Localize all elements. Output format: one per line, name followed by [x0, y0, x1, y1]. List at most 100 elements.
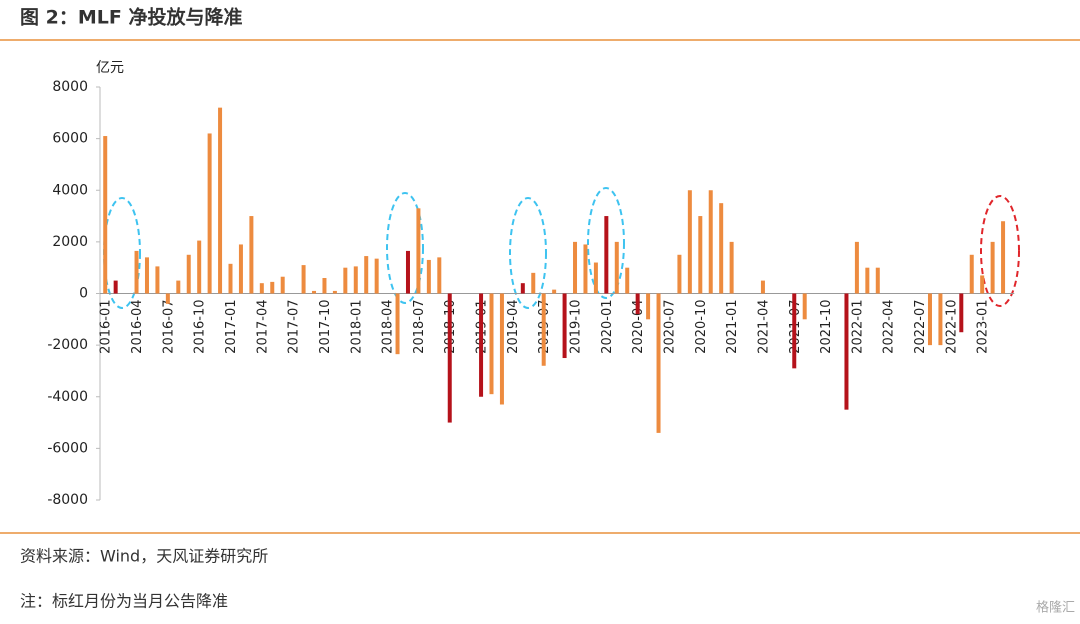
source: 资料来源：Wind，天风证券研究所 — [20, 547, 268, 566]
y-tick-label: 6000 — [52, 131, 88, 147]
bar — [1001, 221, 1006, 294]
bar — [604, 216, 609, 294]
bar — [144, 257, 149, 294]
x-tick-label: 2019-04 — [506, 300, 521, 354]
bar — [802, 293, 807, 320]
y-tick-label: 2000 — [52, 234, 88, 250]
watermark: 格隆汇 — [1036, 600, 1075, 616]
x-tick-label: 2016-07 — [161, 300, 176, 354]
x-tick-label: 2017-10 — [318, 300, 333, 354]
bar — [614, 241, 619, 294]
x-tick-label: 2022-10 — [944, 300, 959, 354]
bar — [593, 262, 598, 294]
bar — [437, 257, 442, 294]
x-tick-label: 2017-01 — [224, 300, 239, 354]
bar — [990, 241, 995, 294]
x-tick-label: 2022-04 — [882, 300, 897, 354]
bar — [625, 267, 630, 294]
bar — [364, 256, 369, 294]
x-tick-label: 2017-04 — [255, 300, 270, 354]
bar — [405, 250, 410, 294]
bar — [238, 244, 243, 294]
x-tick-label: 2018-01 — [349, 300, 364, 354]
bar — [499, 293, 504, 405]
bar — [875, 267, 880, 294]
bar — [489, 293, 494, 395]
bar — [980, 275, 985, 294]
bar — [531, 272, 536, 294]
y-tick-label: 8000 — [52, 79, 88, 95]
x-tick-label: 2022-07 — [913, 300, 928, 354]
bar — [249, 216, 254, 294]
circle — [587, 187, 625, 299]
y-tick-label: 4000 — [52, 182, 88, 198]
x-tick-label: 2016-04 — [130, 300, 145, 354]
bar — [927, 293, 932, 346]
y-tick-label: -4000 — [47, 389, 88, 405]
bar — [155, 266, 160, 294]
bar — [270, 281, 275, 294]
x-tick-label: 2022-01 — [850, 300, 865, 354]
bar — [541, 293, 546, 366]
x-tick-label: 2016-01 — [99, 300, 114, 354]
bar — [635, 293, 640, 315]
x-tick-label: 2020-01 — [600, 300, 615, 354]
bar — [207, 133, 212, 294]
bar — [165, 293, 170, 304]
bar — [708, 190, 713, 294]
bar — [426, 259, 431, 294]
bar — [844, 293, 849, 410]
x-tick-label: 2021-10 — [819, 300, 834, 354]
y-tick-label: -8000 — [47, 492, 88, 508]
bar — [562, 293, 567, 359]
chart-title: 图 2：MLF 净投放与降准 — [20, 6, 242, 29]
bar — [479, 293, 484, 397]
bar — [113, 280, 118, 294]
bar — [573, 241, 578, 294]
circle — [980, 195, 1020, 307]
bar — [374, 258, 379, 294]
bar — [698, 216, 703, 294]
x-tick-label: 2021-01 — [725, 300, 740, 354]
x-tick-label: 2020-04 — [631, 300, 646, 354]
y-tick-label: -6000 — [47, 440, 88, 456]
bar — [719, 203, 724, 294]
bar — [646, 293, 651, 320]
note: 注：标红月份为当月公告降准 — [20, 592, 228, 611]
bar — [343, 267, 348, 294]
bar — [959, 293, 964, 333]
x-tick-label: 2018-07 — [412, 300, 427, 354]
bar — [218, 107, 223, 294]
bar — [447, 293, 452, 423]
bar — [687, 190, 692, 294]
bar — [677, 254, 682, 294]
bar — [656, 293, 661, 433]
x-tick-label: 2016-10 — [193, 300, 208, 354]
x-tick-label: 2020-10 — [694, 300, 709, 354]
circle — [509, 197, 547, 309]
bar — [792, 293, 797, 369]
bar — [969, 254, 974, 294]
x-tick-label: 2023-01 — [976, 300, 991, 354]
bar — [353, 266, 358, 294]
bar — [103, 136, 108, 294]
bar — [176, 280, 181, 294]
x-tick-label: 2018-04 — [381, 300, 396, 354]
bar — [552, 289, 557, 294]
bar — [583, 244, 588, 294]
bar — [186, 254, 191, 294]
bar — [416, 208, 421, 294]
bar — [520, 283, 525, 294]
circle — [386, 192, 424, 304]
x-tick-label: 2019-10 — [569, 300, 584, 354]
y-axis-label: 亿元 — [96, 60, 124, 76]
y-tick-label: 0 — [79, 286, 88, 302]
bar — [332, 290, 337, 294]
x-tick-label: 2021-04 — [756, 300, 771, 354]
bar — [938, 293, 943, 346]
x-tick-label: 2017-07 — [287, 300, 302, 354]
bar — [301, 265, 306, 294]
bar — [197, 240, 202, 294]
bar — [312, 290, 317, 294]
